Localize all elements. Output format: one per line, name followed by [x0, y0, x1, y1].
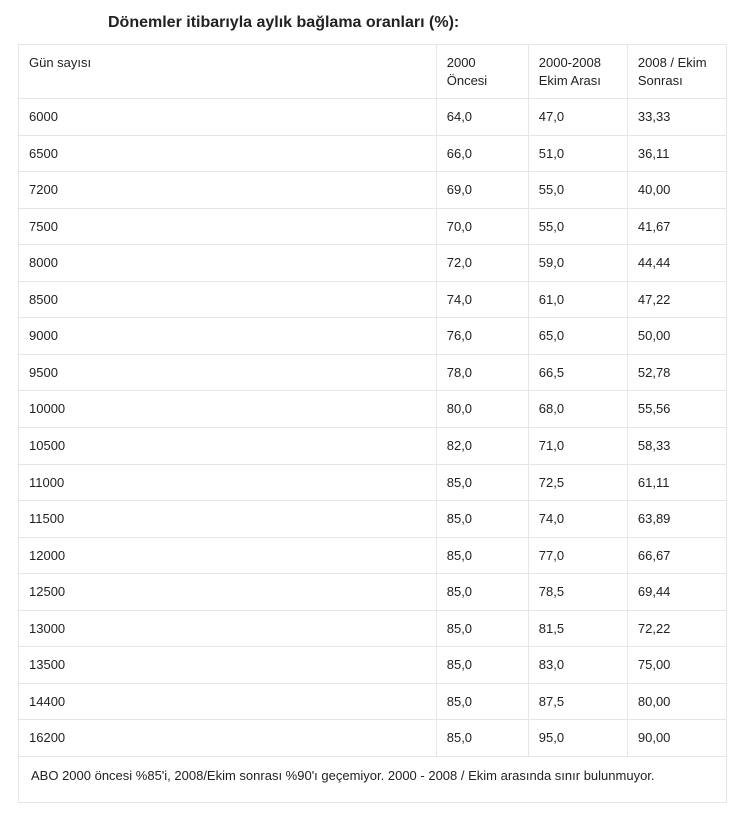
table-cell: 66,0 [436, 135, 528, 172]
table-cell: 74,0 [528, 501, 627, 538]
table-cell: 85,0 [436, 464, 528, 501]
table-cell: 9500 [19, 354, 437, 391]
table-cell: 72,0 [436, 245, 528, 282]
table-cell: 77,0 [528, 537, 627, 574]
table-cell: 61,11 [627, 464, 726, 501]
table-cell: 36,11 [627, 135, 726, 172]
table-cell: 81,5 [528, 610, 627, 647]
table-cell: 11500 [19, 501, 437, 538]
table-cell: 75,00 [627, 647, 726, 684]
table-cell: 14400 [19, 683, 437, 720]
page-title: Dönemler itibarıyla aylık bağlama oranla… [108, 14, 727, 32]
table-cell: 82,0 [436, 428, 528, 465]
table-cell: 58,33 [627, 428, 726, 465]
table-cell: 72,22 [627, 610, 726, 647]
table-cell: 80,00 [627, 683, 726, 720]
table-row: 1100085,072,561,11 [19, 464, 727, 501]
table-row: 1440085,087,580,00 [19, 683, 727, 720]
table-cell: 55,56 [627, 391, 726, 428]
table-cell: 13000 [19, 610, 437, 647]
table-cell: 85,0 [436, 610, 528, 647]
table-cell: 44,44 [627, 245, 726, 282]
table-cell: 87,5 [528, 683, 627, 720]
table-cell: 78,5 [528, 574, 627, 611]
table-cell: 85,0 [436, 501, 528, 538]
table-row: 800072,059,044,44 [19, 245, 727, 282]
table-cell: 69,0 [436, 172, 528, 209]
table-cell: 59,0 [528, 245, 627, 282]
table-cell: 12500 [19, 574, 437, 611]
table-cell: 6000 [19, 99, 437, 136]
table-cell: 8000 [19, 245, 437, 282]
table-cell: 76,0 [436, 318, 528, 355]
table-cell: 85,0 [436, 537, 528, 574]
table-cell: 71,0 [528, 428, 627, 465]
table-cell: 85,0 [436, 574, 528, 611]
table-cell: 85,0 [436, 720, 528, 757]
table-cell: 65,0 [528, 318, 627, 355]
table-row: 1050082,071,058,33 [19, 428, 727, 465]
table-row: 750070,055,041,67 [19, 208, 727, 245]
table-cell: 7500 [19, 208, 437, 245]
table-cell: 13500 [19, 647, 437, 684]
table-row: 1350085,083,075,00 [19, 647, 727, 684]
table-row: 900076,065,050,00 [19, 318, 727, 355]
table-cell: 66,67 [627, 537, 726, 574]
table-cell: 10000 [19, 391, 437, 428]
table-cell: 9000 [19, 318, 437, 355]
table-row: 650066,051,036,11 [19, 135, 727, 172]
table-cell: 63,89 [627, 501, 726, 538]
table-row: 1250085,078,569,44 [19, 574, 727, 611]
table-cell: 95,0 [528, 720, 627, 757]
col-header: 2000-2008 Ekim Arası [528, 45, 627, 99]
table-row: 1620085,095,090,00 [19, 720, 727, 757]
table-row: 950078,066,552,78 [19, 354, 727, 391]
table-row: 1000080,068,055,56 [19, 391, 727, 428]
table-cell: 64,0 [436, 99, 528, 136]
table-cell: 11000 [19, 464, 437, 501]
table-cell: 16200 [19, 720, 437, 757]
table-cell: 74,0 [436, 281, 528, 318]
rates-table: Gün sayısı 2000 Öncesi 2000-2008 Ekim Ar… [18, 44, 727, 803]
table-cell: 90,00 [627, 720, 726, 757]
table-cell: 6500 [19, 135, 437, 172]
table-cell: 55,0 [528, 172, 627, 209]
table-cell: 85,0 [436, 647, 528, 684]
table-cell: 7200 [19, 172, 437, 209]
table-cell: 61,0 [528, 281, 627, 318]
table-header-row: Gün sayısı 2000 Öncesi 2000-2008 Ekim Ar… [19, 45, 727, 99]
table-cell: 50,00 [627, 318, 726, 355]
table-cell: 51,0 [528, 135, 627, 172]
table-cell: 78,0 [436, 354, 528, 391]
table-row: 1300085,081,572,22 [19, 610, 727, 647]
table-cell: 83,0 [528, 647, 627, 684]
table-row: 850074,061,047,22 [19, 281, 727, 318]
col-header: 2000 Öncesi [436, 45, 528, 99]
table-cell: 8500 [19, 281, 437, 318]
table-footnote-row: ABO 2000 öncesi %85'i, 2008/Ekim sonrası… [19, 756, 727, 803]
table-cell: 85,0 [436, 683, 528, 720]
table-row: 600064,047,033,33 [19, 99, 727, 136]
table-row: 1150085,074,063,89 [19, 501, 727, 538]
table-cell: 66,5 [528, 354, 627, 391]
table-cell: 68,0 [528, 391, 627, 428]
table-cell: 72,5 [528, 464, 627, 501]
table-row: 720069,055,040,00 [19, 172, 727, 209]
table-cell: 40,00 [627, 172, 726, 209]
table-cell: 47,22 [627, 281, 726, 318]
table-cell: 52,78 [627, 354, 726, 391]
col-header: Gün sayısı [19, 45, 437, 99]
table-cell: 47,0 [528, 99, 627, 136]
table-cell: 55,0 [528, 208, 627, 245]
table-cell: 70,0 [436, 208, 528, 245]
table-cell: 69,44 [627, 574, 726, 611]
table-cell: 10500 [19, 428, 437, 465]
table-cell: 41,67 [627, 208, 726, 245]
table-row: 1200085,077,066,67 [19, 537, 727, 574]
table-cell: 33,33 [627, 99, 726, 136]
table-cell: 12000 [19, 537, 437, 574]
table-footnote: ABO 2000 öncesi %85'i, 2008/Ekim sonrası… [19, 756, 727, 803]
table-cell: 80,0 [436, 391, 528, 428]
col-header: 2008 / Ekim Sonrası [627, 45, 726, 99]
